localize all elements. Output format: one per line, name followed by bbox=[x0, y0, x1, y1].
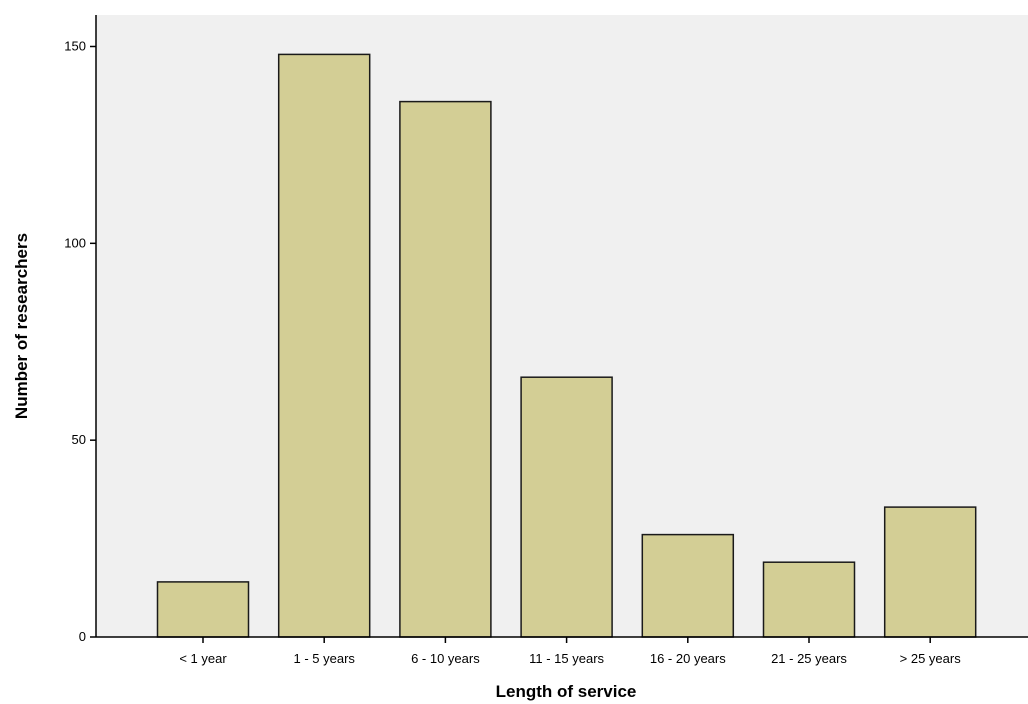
x-tick-label: > 25 years bbox=[900, 651, 962, 666]
y-axis-ticks: 0 50 100 150 bbox=[64, 38, 96, 644]
x-tick-label: 21 - 25 years bbox=[771, 651, 847, 666]
bars-group bbox=[156, 53, 977, 638]
x-tick-label: 1 - 5 years bbox=[293, 651, 355, 666]
y-tick-label: 100 bbox=[64, 235, 86, 250]
x-tick-label: 6 - 10 years bbox=[411, 651, 480, 666]
bar bbox=[762, 561, 856, 638]
bar bbox=[277, 53, 371, 638]
y-tick-label: 50 bbox=[72, 432, 86, 447]
y-tick-label: 150 bbox=[64, 38, 86, 53]
x-tick-label: 11 - 15 years bbox=[529, 651, 604, 666]
bar bbox=[520, 376, 613, 638]
bar bbox=[883, 506, 977, 638]
bar bbox=[399, 100, 492, 638]
bar bbox=[641, 533, 735, 638]
x-tick-label: < 1 year bbox=[179, 651, 227, 666]
y-axis-title: Number of researchers bbox=[12, 233, 31, 419]
x-axis-ticks: < 1 year 1 - 5 years 6 - 10 years 11 - 15 y… bbox=[179, 637, 961, 666]
x-tick-label: 16 - 20 years bbox=[650, 651, 726, 666]
y-tick-label: 0 bbox=[79, 629, 86, 644]
x-axis-title: Length of service bbox=[496, 682, 637, 701]
bar bbox=[156, 581, 250, 638]
